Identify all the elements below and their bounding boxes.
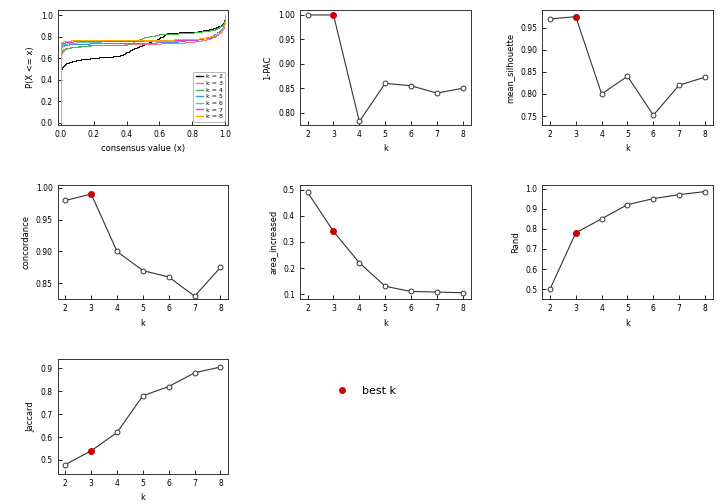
Y-axis label: area_increased: area_increased [269,210,277,274]
Y-axis label: Jaccard: Jaccard [26,401,35,432]
Y-axis label: mean_silhouette: mean_silhouette [505,32,515,102]
X-axis label: k: k [625,144,630,153]
X-axis label: k: k [383,144,387,153]
Y-axis label: concordance: concordance [21,215,30,269]
X-axis label: k: k [140,493,145,502]
X-axis label: k: k [140,319,145,328]
Y-axis label: P(X <= x): P(X <= x) [26,47,35,88]
X-axis label: k: k [383,319,387,328]
Y-axis label: 1-PAC: 1-PAC [264,55,272,80]
X-axis label: k: k [625,319,630,328]
Legend: best k: best k [326,382,400,401]
X-axis label: consensus value (x): consensus value (x) [101,144,185,153]
Legend: k = 2, k = 3, k = 4, k = 5, k = 6, k = 7, k = 8: k = 2, k = 3, k = 4, k = 5, k = 6, k = 7… [193,72,225,122]
Y-axis label: Rand: Rand [510,231,520,253]
